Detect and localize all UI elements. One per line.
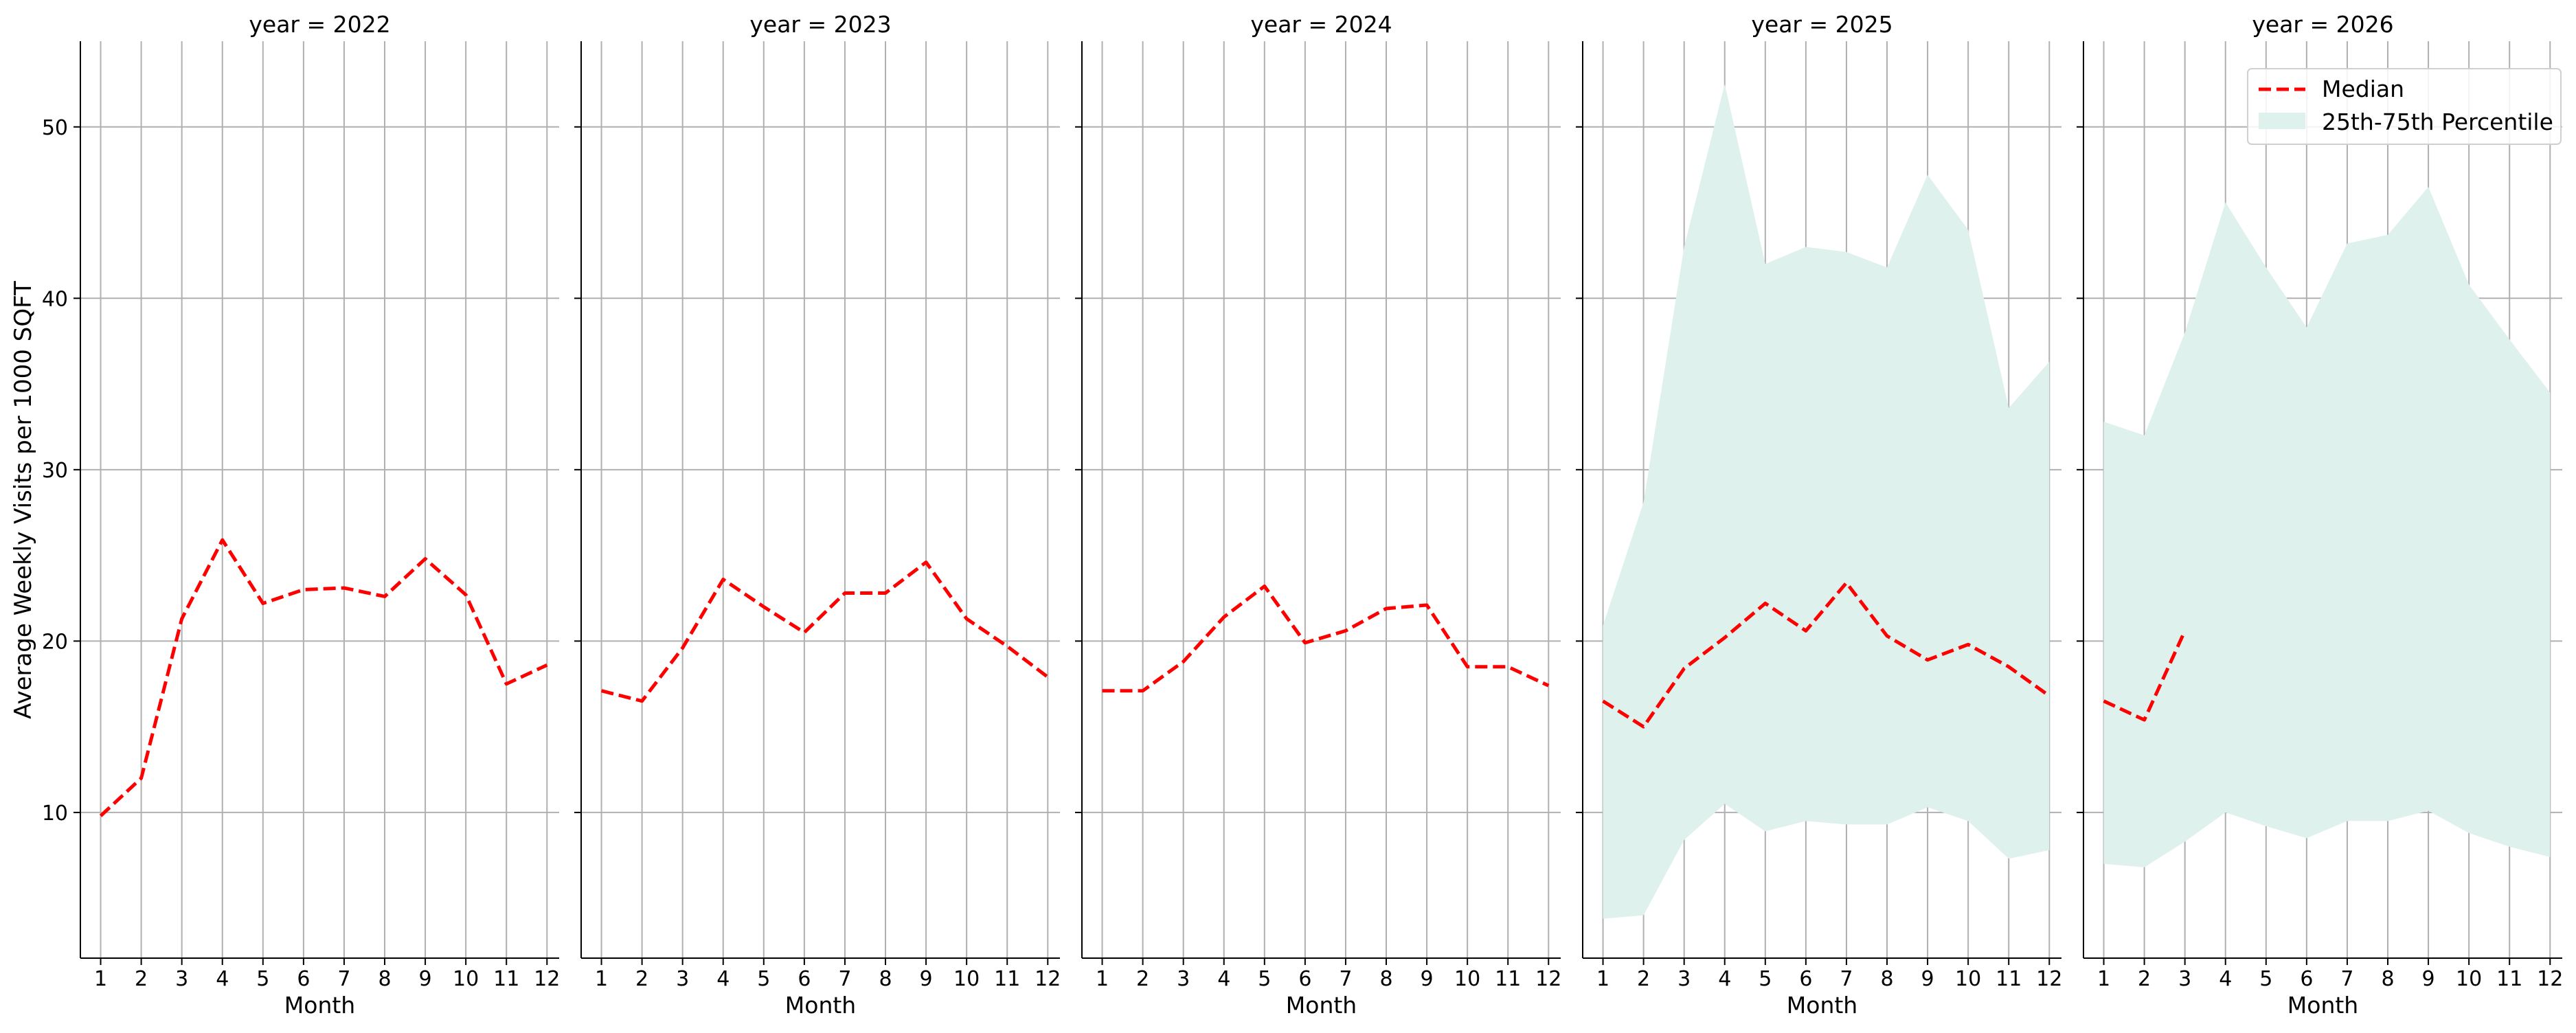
x-tick-label: 11 bbox=[1495, 967, 1521, 991]
median-line bbox=[99, 538, 548, 817]
x-axis-label: Month bbox=[284, 992, 355, 1019]
x-tick-label: 11 bbox=[1996, 967, 2022, 991]
x-tick-label: 10 bbox=[953, 967, 980, 991]
x-tick-label: 5 bbox=[757, 967, 770, 991]
x-tick-label: 7 bbox=[337, 967, 350, 991]
x-tick-label: 8 bbox=[1880, 967, 1893, 991]
x-tick-label: 3 bbox=[2178, 967, 2191, 991]
x-tick-label: 4 bbox=[216, 967, 229, 991]
x-tick-label: 12 bbox=[534, 967, 560, 991]
legend-band-label: 25th-75th Percentile bbox=[2322, 109, 2553, 135]
x-tick-label: 4 bbox=[1718, 967, 1731, 991]
x-tick-label: 1 bbox=[1596, 967, 1609, 991]
x-tick-label: 5 bbox=[2259, 967, 2272, 991]
x-tick-label: 3 bbox=[1177, 967, 1190, 991]
legend-band-swatch bbox=[2259, 113, 2305, 129]
y-tick-label: 50 bbox=[42, 116, 68, 140]
x-tick-label: 12 bbox=[1535, 967, 1561, 991]
x-tick-label: 12 bbox=[2537, 967, 2563, 991]
x-tick-label: 8 bbox=[879, 967, 892, 991]
percentile-band bbox=[2103, 187, 2551, 867]
x-tick-label: 4 bbox=[1217, 967, 1230, 991]
x-tick-label: 9 bbox=[2422, 967, 2435, 991]
x-tick-label: 8 bbox=[1379, 967, 1392, 991]
x-tick-label: 6 bbox=[297, 967, 310, 991]
x-tick-label: 9 bbox=[1921, 967, 1934, 991]
x-tick-label: 4 bbox=[716, 967, 730, 991]
x-tick-label: 5 bbox=[1759, 967, 1772, 991]
x-tick-label: 1 bbox=[94, 967, 107, 991]
x-axis-label: Month bbox=[785, 992, 856, 1019]
x-tick-label: 6 bbox=[1799, 967, 1812, 991]
panel-title: year = 2023 bbox=[749, 11, 891, 38]
x-axis-label: Month bbox=[2287, 992, 2358, 1019]
x-tick-label: 12 bbox=[2036, 967, 2062, 991]
x-tick-label: 3 bbox=[1677, 967, 1691, 991]
x-tick-label: 6 bbox=[798, 967, 811, 991]
x-tick-label: 6 bbox=[1298, 967, 1311, 991]
x-tick-label: 11 bbox=[994, 967, 1020, 991]
x-tick-label: 11 bbox=[493, 967, 519, 991]
x-tick-label: 8 bbox=[378, 967, 391, 991]
x-tick-label: 1 bbox=[1096, 967, 1109, 991]
x-tick-label: 5 bbox=[256, 967, 269, 991]
x-tick-label: 5 bbox=[1258, 967, 1271, 991]
median-line bbox=[600, 560, 1049, 703]
x-tick-label: 6 bbox=[2300, 967, 2313, 991]
x-tick-label: 2 bbox=[635, 967, 648, 991]
x-tick-label: 11 bbox=[2496, 967, 2522, 991]
y-tick-label: 30 bbox=[42, 459, 68, 483]
x-tick-label: 8 bbox=[2381, 967, 2394, 991]
x-tick-label: 2 bbox=[1637, 967, 1650, 991]
y-tick-label: 10 bbox=[42, 802, 68, 826]
x-tick-label: 12 bbox=[1035, 967, 1061, 991]
legend-median-label: Median bbox=[2322, 76, 2404, 102]
x-tick-label: 3 bbox=[175, 967, 188, 991]
panel-title: year = 2022 bbox=[249, 11, 390, 38]
y-tick-label: 40 bbox=[42, 287, 68, 311]
x-axis-label: Month bbox=[1787, 992, 1857, 1019]
x-tick-label: 7 bbox=[838, 967, 851, 991]
x-tick-label: 7 bbox=[1840, 967, 1853, 991]
x-tick-label: 4 bbox=[2219, 967, 2232, 991]
x-tick-label: 10 bbox=[1454, 967, 1480, 991]
x-tick-label: 10 bbox=[2456, 967, 2482, 991]
x-tick-label: 7 bbox=[1339, 967, 1352, 991]
x-tick-label: 1 bbox=[2097, 967, 2110, 991]
legend-box bbox=[2247, 68, 2562, 145]
x-axis-label: Month bbox=[1286, 992, 1357, 1019]
panel-title: year = 2026 bbox=[2252, 11, 2393, 38]
x-tick-label: 2 bbox=[135, 967, 148, 991]
x-tick-label: 2 bbox=[2138, 967, 2151, 991]
x-tick-label: 10 bbox=[453, 967, 479, 991]
x-tick-label: 1 bbox=[595, 967, 608, 991]
panel-title: year = 2025 bbox=[1751, 11, 1893, 38]
percentile-band bbox=[1603, 84, 2050, 919]
x-tick-label: 9 bbox=[920, 967, 933, 991]
x-tick-label: 3 bbox=[676, 967, 689, 991]
x-tick-label: 2 bbox=[1136, 967, 1149, 991]
median-line bbox=[1602, 581, 2050, 729]
x-tick-label: 7 bbox=[2340, 967, 2353, 991]
median-line bbox=[1102, 584, 1550, 693]
x-tick-label: 9 bbox=[419, 967, 432, 991]
panel-title: year = 2024 bbox=[1250, 11, 1392, 38]
x-tick-label: 9 bbox=[1421, 967, 1434, 991]
x-tick-label: 10 bbox=[1955, 967, 1981, 991]
y-axis-label: Average Weekly Visits per 1000 SQFT bbox=[10, 281, 37, 719]
y-tick-label: 20 bbox=[42, 630, 68, 654]
median-line bbox=[2103, 630, 2187, 722]
